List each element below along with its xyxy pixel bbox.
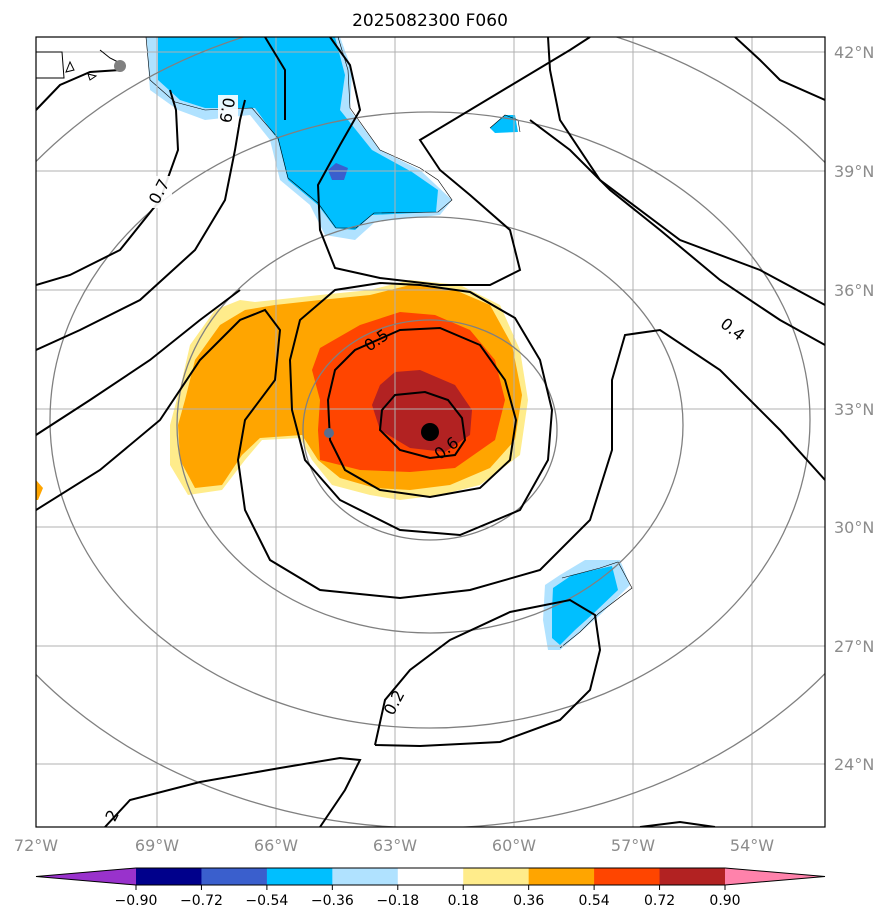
map-area (0, 8, 896, 828)
lat-tick: 39°N (834, 162, 874, 181)
colorbar-tick-label: 0.54 (579, 893, 610, 909)
colorbar-tick-label: −0.72 (180, 893, 223, 909)
colorbar-swatch (463, 868, 529, 885)
lon-tick: 54°W (730, 836, 774, 855)
lat-tick: 27°N (834, 637, 874, 656)
lon-tick: 57°W (611, 836, 655, 855)
colorbar-tick-label: 0.36 (513, 893, 544, 909)
chart-title: 2025082300 F060 (352, 11, 508, 31)
colorbar-swatch (398, 868, 464, 885)
colorbar-swatch (594, 868, 660, 885)
lat-tick: 36°N (834, 281, 874, 300)
lat-tick: 42°N (834, 43, 874, 62)
lat-tick: 24°N (834, 755, 874, 774)
small-marker (324, 428, 334, 438)
lon-tick-labels: 72°W 69°W 66°W 63°W 60°W 57°W 54°W (14, 836, 774, 855)
positive-shading (170, 280, 528, 500)
lon-tick: 63°W (373, 836, 417, 855)
colorbar-swatch (136, 868, 202, 885)
colorbar-tick-label: −0.54 (245, 893, 288, 909)
colorbar-swatch (660, 868, 726, 885)
colorbar-extend-low (36, 868, 136, 885)
colorbar: −0.90 −0.72 −0.54 −0.36 −0.18 0.18 0.36 0.54 0.7… (36, 868, 825, 909)
colorbar-tick-label: −0.36 (311, 893, 354, 909)
colorbar-tick-label: 0.18 (448, 893, 479, 909)
lat-tick-labels: 42°N 39°N 36°N 33°N 30°N 27°N 24°N (834, 43, 874, 774)
lon-tick: 69°W (135, 836, 179, 855)
colorbar-tick-label: −0.18 (376, 893, 419, 909)
lon-tick: 60°W (492, 836, 536, 855)
colorbar-swatch (529, 868, 595, 885)
colorbar-tick-label: −0.90 (115, 893, 158, 909)
colorbar-tick-label: 0.90 (709, 893, 740, 909)
colorbar-tick-label: 0.72 (644, 893, 675, 909)
colorbar-extend-high (725, 868, 825, 885)
colorbar-swatch (332, 868, 398, 885)
gray-marker (114, 60, 126, 72)
colorbar-swatch (201, 868, 267, 885)
lat-tick: 33°N (834, 400, 874, 419)
lon-tick: 72°W (14, 836, 58, 855)
lat-tick: 30°N (834, 518, 874, 537)
center-marker (421, 423, 439, 441)
lon-tick: 66°W (254, 836, 298, 855)
colorbar-swatch (267, 868, 333, 885)
